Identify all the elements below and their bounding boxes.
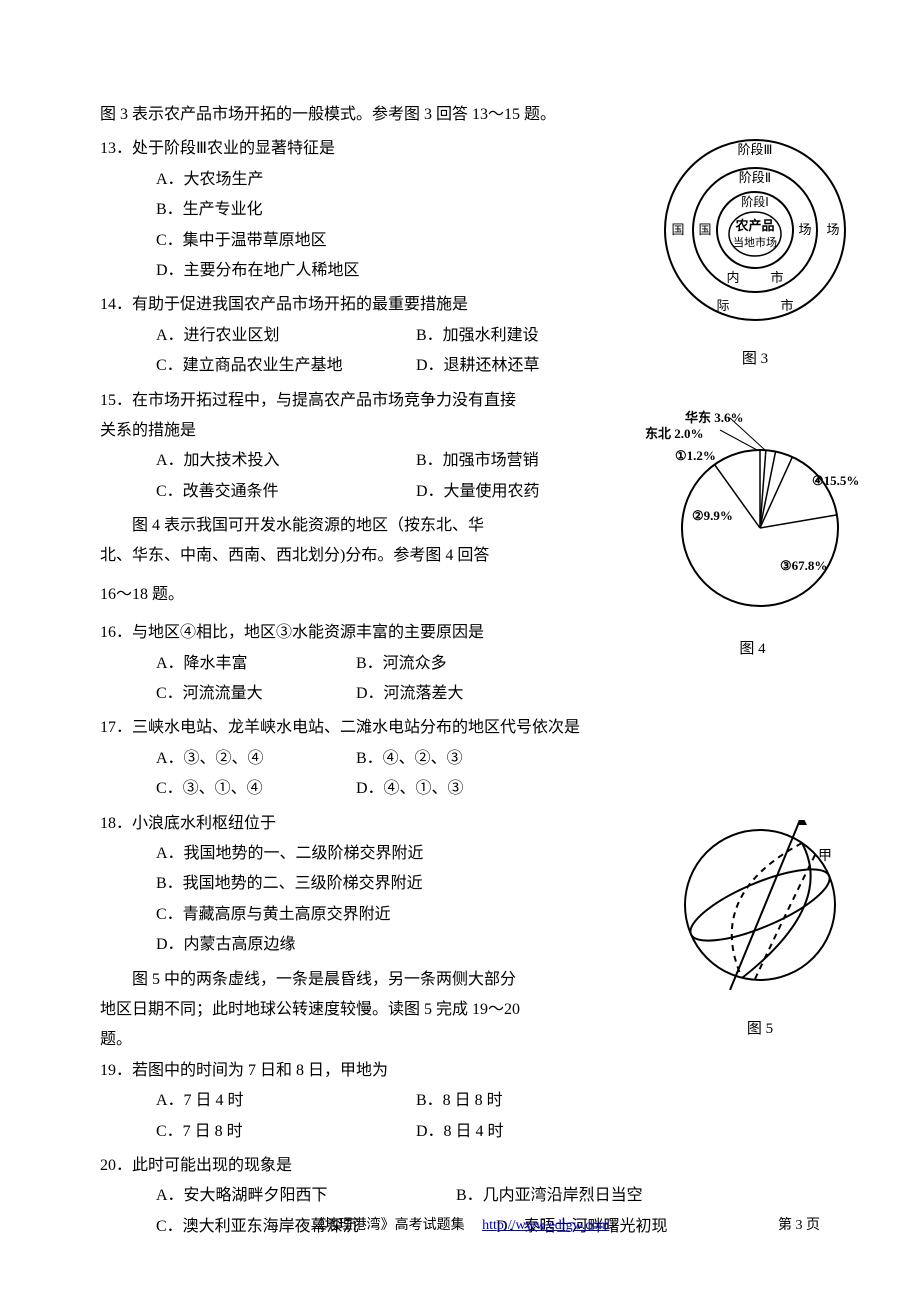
fig3-chang-outer-right: 场 — [826, 222, 839, 237]
fig3-ji: 际 — [716, 298, 729, 313]
figure-3-svg: 阶段Ⅲ 阶段Ⅱ 阶段Ⅰ 农产品 当地市场 国 国 场 场 内 市 际 市 — [650, 130, 860, 330]
fig3-stage2-label: 阶段Ⅱ — [739, 170, 771, 185]
q14-opt-b: B．加强水利建设 — [416, 321, 539, 351]
q16-opt-b: B．河流众多 — [356, 649, 447, 679]
fig3-guo-inner-left: 国 — [698, 222, 711, 237]
fig4-dongbei: 东北 2.0% — [645, 426, 704, 441]
q17-number: 17． — [100, 719, 132, 736]
fig3-product-label: 农产品 — [734, 218, 774, 233]
figure-4: 华东 3.6% 东北 2.0% ①1.2% ④15.5% ③67.8% ②9.9… — [640, 410, 865, 664]
fig3-nei: 内 — [726, 270, 739, 285]
q17-opt-c: C．③、①、④ — [156, 774, 356, 804]
q16-opt-a: A．降水丰富 — [156, 649, 356, 679]
q16-stem: 与地区④相比，地区③水能资源丰富的主要原因是 — [132, 624, 484, 641]
page: 阶段Ⅲ 阶段Ⅱ 阶段Ⅰ 农产品 当地市场 国 国 场 场 内 市 际 市 图 3 — [0, 0, 920, 1300]
q15-opt-a: A．加大技术投入 — [156, 446, 416, 476]
q17-stem: 三峡水电站、龙羊峡水电站、二滩水电站分布的地区代号依次是 — [132, 719, 580, 736]
q20-opt-a: A．安大略湖畔夕阳西下 — [156, 1181, 456, 1211]
q16-number: 16． — [100, 624, 132, 641]
q19-opt-c: C．7 日 8 时 — [156, 1117, 416, 1147]
q15-opt-b: B．加强市场营销 — [416, 446, 539, 476]
q18-stem: 小浪底水利枢纽位于 — [132, 815, 276, 832]
q19-opt-b: B．8 日 8 时 — [416, 1086, 503, 1116]
figure-5: 甲 图 5 — [670, 820, 850, 1044]
q19-opt-d: D．8 日 4 时 — [416, 1117, 504, 1147]
q20-number: 20． — [100, 1157, 132, 1174]
q15-opt-c: C．改善交通条件 — [156, 477, 416, 507]
q19-opt-a: A．7 日 4 时 — [156, 1086, 416, 1116]
fig3-local-label: 当地市场 — [733, 235, 777, 249]
q15-stem: 在市场开拓过程中，与提高农产品市场竞争力没有直接 — [132, 392, 516, 409]
q16-opt-c: C．河流流量大 — [156, 679, 356, 709]
q13-number: 13． — [100, 140, 132, 157]
q15-opt-d: D．大量使用农药 — [416, 477, 540, 507]
fig4-one: ①1.2% — [675, 448, 716, 463]
fig3-chang-inner-right: 场 — [798, 222, 811, 237]
fig3-guo-outer-left: 国 — [671, 222, 684, 237]
figure-5-caption: 图 5 — [670, 1015, 850, 1044]
fig4-three: ③67.8% — [780, 558, 827, 573]
question-19: 19．若图中的时间为 7 日和 8 日，甲地为 A．7 日 4 时 B．8 日 … — [100, 1056, 840, 1147]
q17-opt-a: A．③、②、④ — [156, 744, 356, 774]
fig3-shi-inner: 市 — [770, 270, 783, 285]
q14-stem: 有助于促进我国农产品市场开拓的最重要措施是 — [132, 296, 468, 313]
fig3-stage3-label: 阶段Ⅲ — [738, 142, 773, 157]
q20-stem: 此时可能出现的现象是 — [132, 1157, 292, 1174]
q17-opt-d: D．④、①、③ — [356, 774, 464, 804]
q16-opt-d: D．河流落差大 — [356, 679, 464, 709]
intro-fig3: 图 3 表示农产品市场开拓的一般模式。参考图 3 回答 13～15 题。 — [100, 100, 840, 130]
fig5-jia: 甲 — [818, 849, 832, 864]
q14-opt-a: A．进行农业区划 — [156, 321, 416, 351]
q19-number: 19． — [100, 1062, 132, 1079]
footer-link[interactable]: http://www.edlgw.com — [482, 1218, 609, 1233]
fig3-shi-outer: 市 — [780, 298, 793, 313]
q15-number: 15． — [100, 392, 132, 409]
figure-4-caption: 图 4 — [640, 635, 865, 664]
q14-number: 14． — [100, 296, 132, 313]
fig3-stage1-label: 阶段Ⅰ — [741, 194, 769, 209]
fig4-four: ④15.5% — [812, 473, 859, 488]
question-17: 17．三峡水电站、龙羊峡水电站、二滩水电站分布的地区代号依次是 A．③、②、④ … — [100, 713, 840, 804]
figure-3-caption: 图 3 — [650, 345, 860, 374]
figure-5-svg: 甲 — [670, 820, 850, 990]
footer-source: 《地理港湾》高考试题集 — [311, 1218, 465, 1233]
fig4-huadong: 华东 3.6% — [685, 410, 744, 425]
q17-opt-b: B．④、②、③ — [356, 744, 463, 774]
q14-opt-d: D．退耕还林还草 — [416, 351, 540, 381]
figure-4-svg: 华东 3.6% 东北 2.0% ①1.2% ④15.5% ③67.8% ②9.9… — [640, 410, 865, 620]
figure-3: 阶段Ⅲ 阶段Ⅱ 阶段Ⅰ 农产品 当地市场 国 国 场 场 内 市 际 市 图 3 — [650, 130, 860, 374]
fig4-two: ②9.9% — [692, 508, 733, 523]
q19-stem: 若图中的时间为 7 日和 8 日，甲地为 — [132, 1062, 388, 1079]
q18-number: 18． — [100, 815, 132, 832]
q20-opt-b: B．几内亚湾沿岸烈日当空 — [456, 1181, 643, 1211]
q14-opt-c: C．建立商品农业生产基地 — [156, 351, 416, 381]
page-number: 第 3 页 — [778, 1213, 820, 1240]
q13-stem: 处于阶段Ⅲ农业的显著特征是 — [132, 140, 335, 157]
